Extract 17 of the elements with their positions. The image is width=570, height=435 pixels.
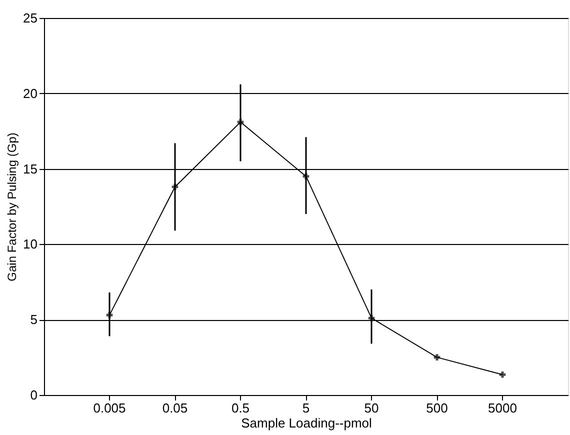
y-axis-title: Gain Factor by Pulsing (Gp) xyxy=(5,132,20,282)
y-tick-label: 15 xyxy=(23,161,38,176)
x-tick-label: 50 xyxy=(364,400,379,416)
x-tick-label: 0.5 xyxy=(231,400,250,416)
point xyxy=(499,371,506,378)
y-tick-label: 0 xyxy=(30,388,38,402)
y-tick-label: 20 xyxy=(23,86,38,101)
y-tick-label: 10 xyxy=(23,236,38,252)
x-tick-label: 0.005 xyxy=(93,400,126,416)
y-tick-label: 5 xyxy=(30,312,38,328)
x-tick-label: 5 xyxy=(302,400,310,416)
point xyxy=(434,354,440,360)
x-tick-label: 0.05 xyxy=(162,400,188,416)
x-axis-title: Sample Loading--pmol xyxy=(241,416,372,430)
y-tick-label: 25 xyxy=(23,10,38,26)
x-tick-label: 500 xyxy=(426,400,448,416)
x-tick-label: 5000 xyxy=(488,400,517,416)
